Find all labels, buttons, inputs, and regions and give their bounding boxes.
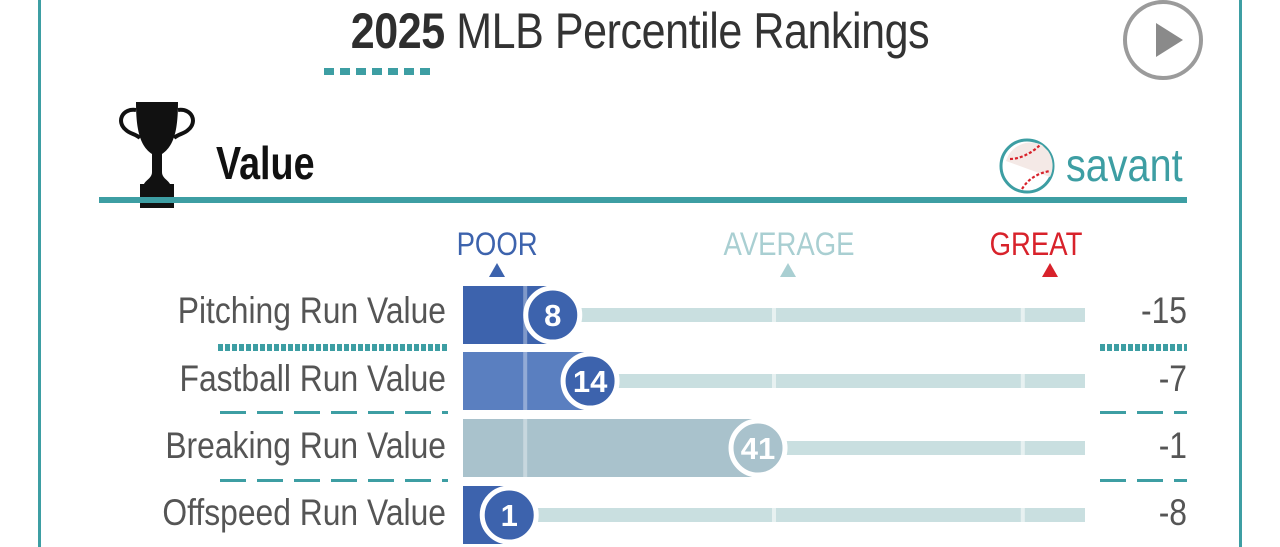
stat-value-fastball: -7 [1158,358,1187,399]
title-text: MLB Percentile Rankings [444,3,930,59]
percentile-value-label: 14 [573,364,608,399]
great-marker-icon [1042,263,1058,277]
row-label-breaking: Breaking Run Value [165,425,446,466]
savant-brand[interactable]: savant [1066,139,1183,191]
percentile-badge [479,485,539,545]
page-title: 2025 MLB Percentile Rankings [90,2,1191,60]
baseball-icon [999,138,1055,194]
row-separator-left [220,479,448,482]
poor-marker-icon [489,263,505,277]
title-year: 2025 [350,3,445,59]
row-label-offspeed: Offspeed Run Value [162,492,446,533]
percentile-badge [728,418,788,478]
percentile-badge [560,351,620,411]
play-icon[interactable] [1123,0,1203,80]
scale-label-great: GREAT [989,226,1083,262]
percentile-badge [523,285,583,345]
scale-label-poor: POOR [456,226,538,262]
percentile-value-label: 1 [501,498,518,533]
row-separator-left [220,411,448,414]
percentile-bar [463,419,759,477]
row-separator-left [218,344,448,351]
row-separator-right [1100,411,1187,414]
percentile-value-label: 8 [544,298,561,333]
average-marker-icon [780,263,796,277]
percentile-value-label: 41 [741,431,775,466]
frame-right-border [1239,0,1242,547]
percentile-guide-line [1020,352,1025,410]
trophy-icon [119,102,195,208]
row-separator-right [1100,344,1187,351]
percentile-guide-line [523,419,528,477]
percentile-guide-line [772,352,776,410]
percentile-guide-line [772,286,776,344]
percentile-guide-line [1020,286,1025,344]
percentile-guide-line [523,352,528,410]
stat-value-breaking: -1 [1158,425,1187,466]
scale-label-average: AVERAGE [723,226,855,262]
title-underline [324,68,432,75]
frame-left-border [38,0,41,547]
row-separator-right [1100,479,1187,482]
percentile-guide-line [772,486,776,544]
stat-value-pitching: -15 [1141,290,1187,331]
stat-value-offspeed: -8 [1158,492,1187,533]
row-label-fastball: Fastball Run Value [179,358,446,399]
percentile-guide-line [1020,419,1025,477]
percentile-guide-line [1020,486,1025,544]
row-label-pitching: Pitching Run Value [177,290,446,331]
section-title: Value [216,137,315,189]
section-divider [99,197,1187,203]
